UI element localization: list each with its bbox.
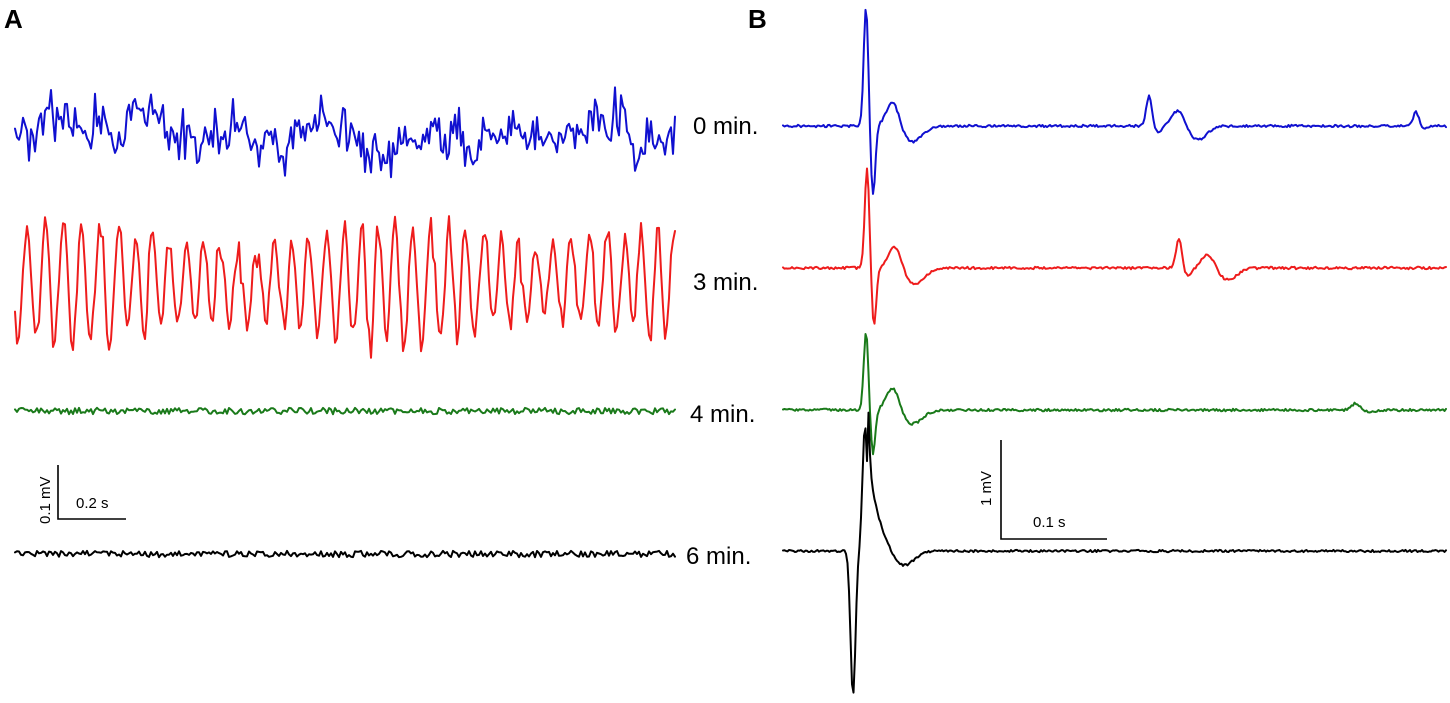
panel-a-plot: [14, 86, 676, 559]
panel-b-scale-y-label: 1 mV: [978, 471, 995, 506]
panel-a-trace-0min: [14, 86, 676, 179]
panel-a-trace-4min: [14, 406, 676, 416]
panel-a-scale-x-label: 0.2 s: [76, 495, 109, 512]
panel-b-scale-lines: [1000, 440, 1107, 540]
panel-a-trace-3min: [14, 215, 676, 359]
panel-a-scale-bar: 0.1 mV 0.2 s: [37, 465, 126, 524]
panel-b-scale-x-label: 0.1 s: [1033, 514, 1066, 531]
panel-b-trace-3min: [782, 167, 1447, 325]
panel-b-plot: [782, 8, 1447, 694]
label-0-min: 0 min.: [693, 113, 758, 140]
panel-b-scale-bar: 1 mV 0.1 s: [978, 440, 1107, 540]
panel-a-scale-lines: [57, 465, 126, 520]
panel-a-trace-6min: [14, 549, 676, 559]
label-3-min: 3 min.: [693, 269, 758, 296]
label-4-min: 4 min.: [690, 401, 755, 428]
panel-a-scale-y-label: 0.1 mV: [37, 476, 54, 524]
panel-b-trace-4min: [782, 333, 1447, 456]
panel-b-letter: B: [748, 4, 767, 34]
label-6-min: 6 min.: [686, 543, 751, 570]
panel-a-letter: A: [4, 4, 23, 34]
panel-b-trace-6min: [782, 411, 1447, 694]
panel-b-trace-0min: [782, 8, 1447, 195]
